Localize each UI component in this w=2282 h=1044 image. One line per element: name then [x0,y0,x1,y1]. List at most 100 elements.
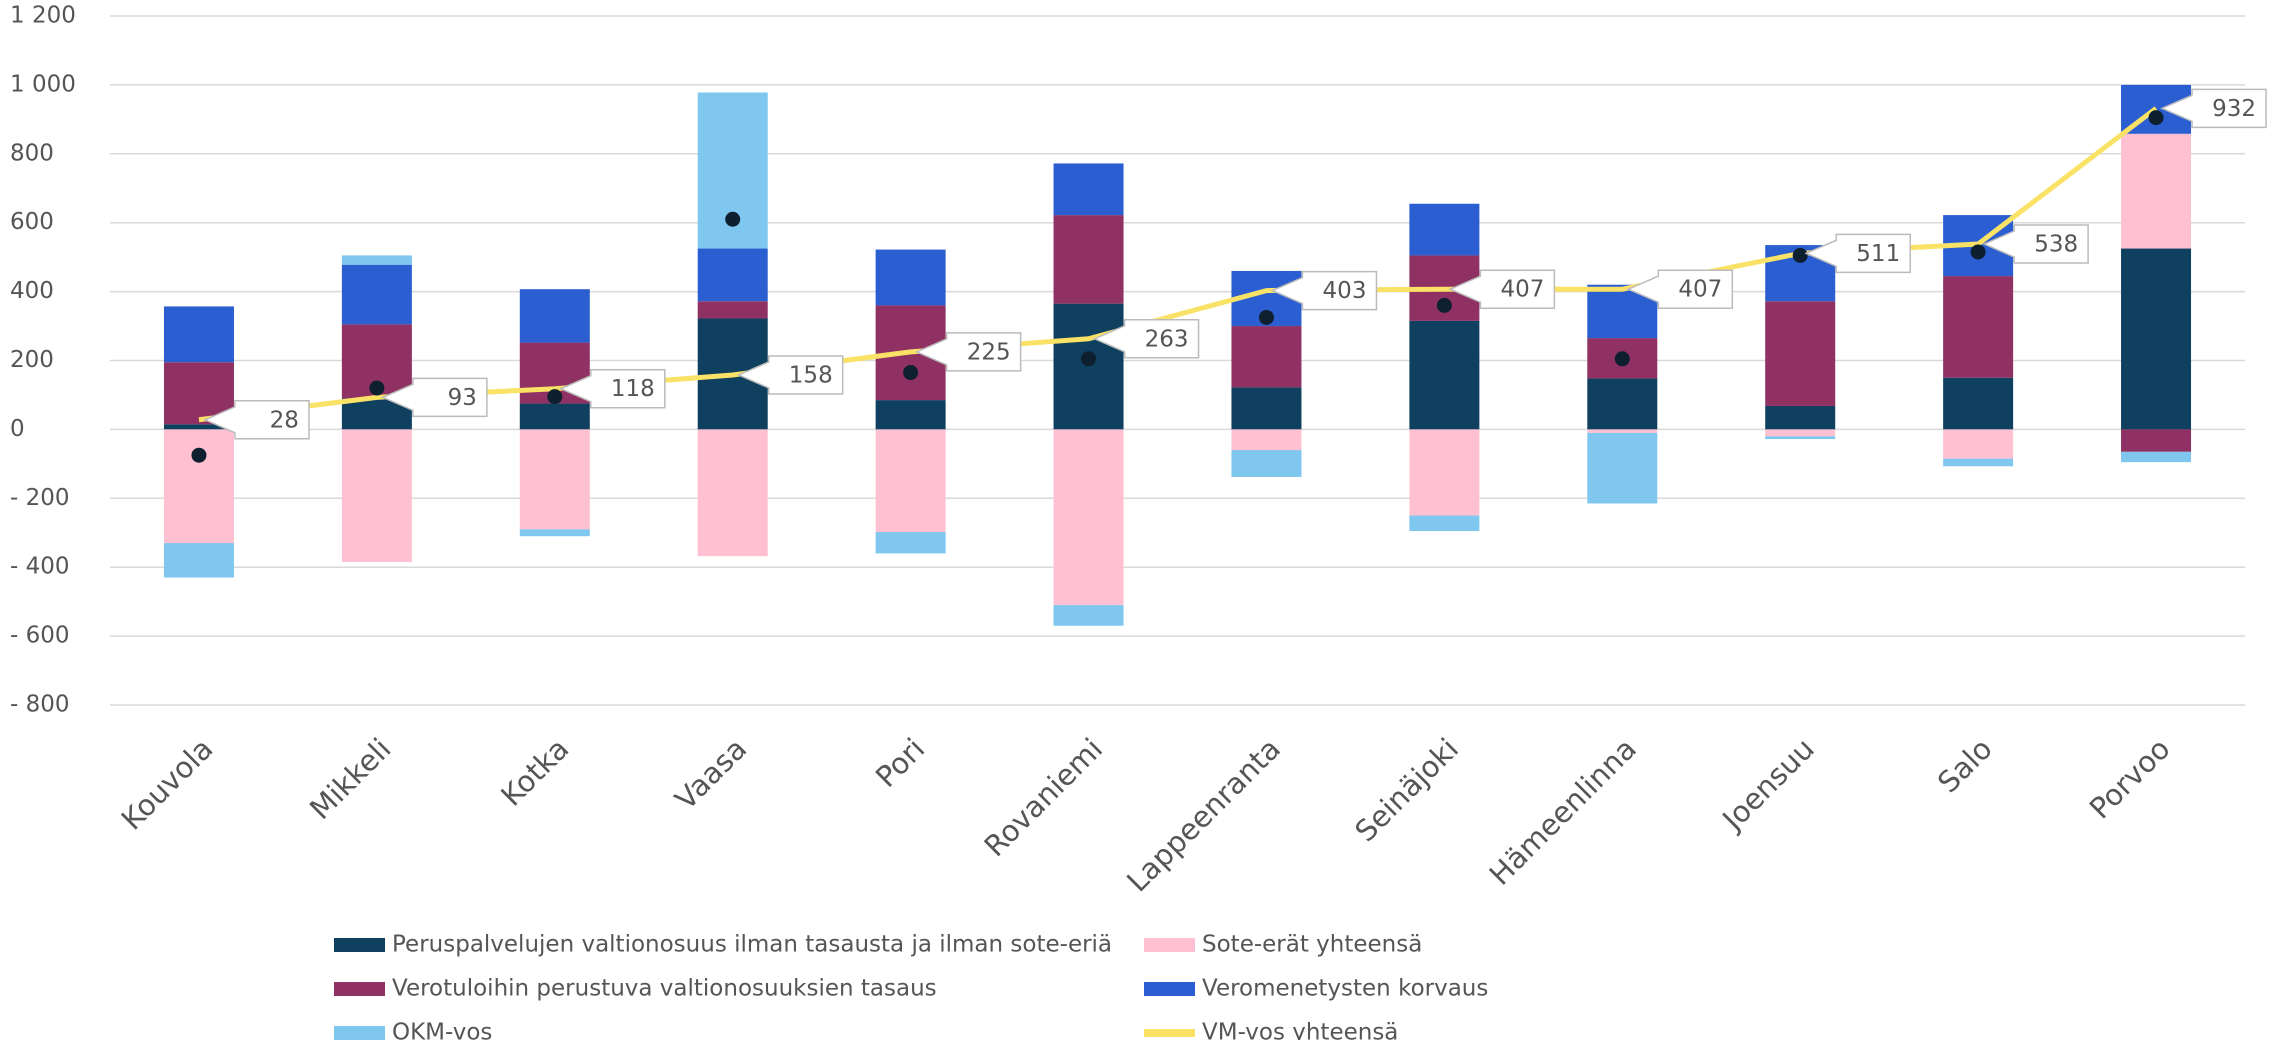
y-tick-label: 600 [10,209,54,235]
label-callout [1804,233,1911,274]
bar-segment [875,429,946,533]
bar-segment [875,400,946,430]
legend-label: VM-vos yhteensä [1202,1020,1398,1041]
data-label: 403 [1323,278,1367,304]
bar-segment [1053,605,1124,626]
bar-segment [1409,320,1480,430]
x-tick-label: Kotka [494,732,575,813]
legend-label: Peruspalvelujen valtionosuus ilman tasau… [392,932,1112,958]
bar-segment [1409,429,1480,516]
data-label: 511 [1856,241,1900,267]
bar-segment [163,543,234,578]
dot [1258,309,1274,325]
bar-segment [1943,458,2014,467]
data-label: 93 [448,385,477,411]
dot [903,365,919,381]
dot [2148,110,2164,126]
bar-segment [163,429,234,544]
label-callout [2160,88,2267,129]
bar-segment [875,249,946,306]
x-tick-label: Kouvola [115,732,220,837]
bar-segment [2121,429,2192,452]
dot [191,447,207,463]
bar-segment [1053,215,1124,304]
dot [1792,247,1808,263]
data-label: 158 [789,362,833,388]
label-callout [1270,270,1378,311]
bar-segment [1587,432,1658,504]
bar-segment [2121,133,2192,249]
dot [1614,351,1630,367]
x-tick-label: Pori [869,732,931,794]
x-tick-label: Seinäjoki [1348,732,1465,849]
x-tick-label: Porvoo [2083,732,2177,826]
y-tick-label: 200 [10,347,54,373]
bar-segment [697,248,768,302]
bar-segment [1231,450,1302,477]
y-tick-label: 400 [10,278,54,304]
bar-segment [341,429,412,563]
label-callout [736,355,844,395]
label-callout [1626,269,1734,309]
legend-label: Veromenetysten korvaus [1202,976,1488,1002]
bar-segment [1587,378,1658,430]
data-label: 118 [611,376,655,402]
legend-swatch [1144,1029,1195,1037]
bar-segment [1409,203,1480,256]
bar-segment [1231,326,1302,388]
x-tick-label: Hämeenlinna [1483,732,1643,892]
bar-segment [1587,429,1658,433]
y-tick-label: - 600 [10,623,70,649]
data-label: 538 [2034,232,2078,258]
bar-segment [519,289,590,343]
bar-segment [697,429,768,557]
bar-segment [1231,429,1302,451]
y-tick-label: - 200 [10,485,70,511]
bar-segment [519,529,590,537]
label-callout [380,377,488,418]
label-callout [914,332,1022,372]
x-tick-label: Lappeenranta [1120,732,1287,899]
bar-segment [1053,163,1124,216]
label-callout [1092,319,1200,359]
bar-segment [697,301,768,319]
bar-segment [1943,429,2014,459]
x-tick-label: Salo [1931,732,1999,800]
label-callout [203,400,310,440]
x-tick-label: Vaasa [668,732,753,817]
y-tick-label: 1 000 [10,71,76,97]
bar-segment [1765,429,1836,437]
legend-swatch [1144,938,1195,952]
bar-segment [1765,436,1836,440]
y-tick-label: 0 [10,416,25,442]
y-tick-label: 800 [10,140,54,166]
bar-segment [1943,276,2014,378]
bar-segment [163,424,234,430]
legend-swatch [334,1026,385,1040]
bar-segment [341,255,412,265]
legend-label: Verotuloihin perustuva valtionosuuksien … [392,976,937,1002]
data-label: 407 [1500,277,1544,303]
legend-swatch [1144,982,1195,996]
legend-label: OKM-vos [392,1020,492,1041]
dot [1436,297,1452,313]
y-tick-label: 1 200 [10,3,76,29]
data-label: 28 [270,407,299,433]
data-label: 407 [1678,277,1722,303]
bar-segment [1409,515,1480,532]
legend-swatch [334,938,385,952]
bar-segment [341,264,412,325]
bar-segment [2121,248,2192,430]
legend-swatch [334,982,385,996]
y-tick-label: - 400 [10,554,70,580]
dot [1970,244,1986,260]
dot [369,380,385,396]
dot [725,211,741,227]
bar-segment [875,532,946,554]
bar-segment [519,429,590,530]
dot [1081,351,1097,367]
x-tick-label: Rovaniemi [978,732,1110,864]
label-callout [1982,224,2089,264]
bar-segment [1765,301,1836,406]
bar-segment [1943,377,2014,430]
